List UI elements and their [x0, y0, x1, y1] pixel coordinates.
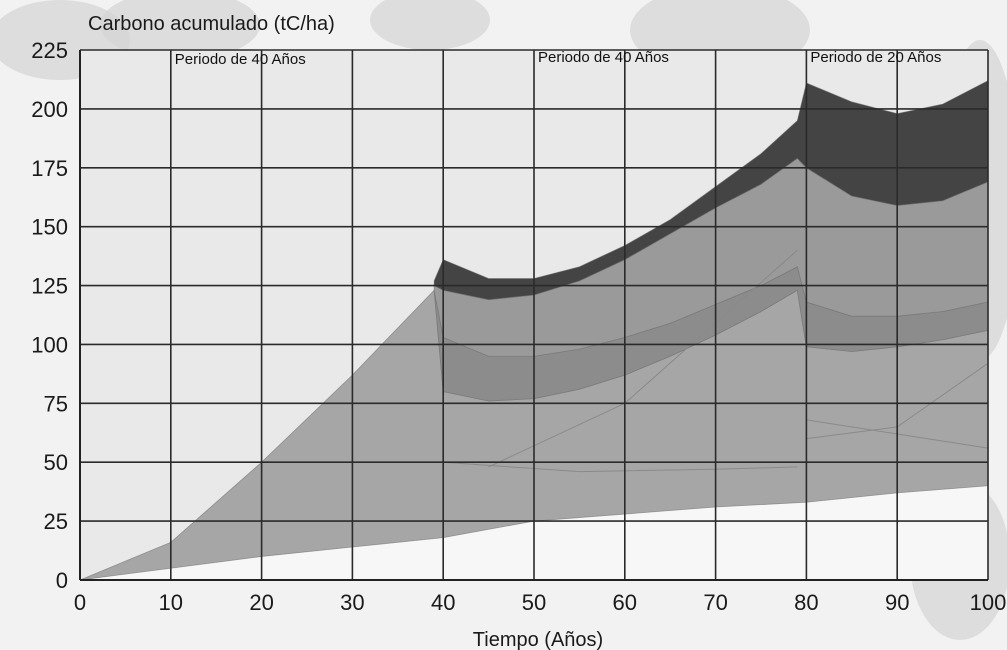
- x-axis-label: Tiempo (Años): [473, 629, 603, 650]
- x-tick-label-0: 0: [74, 590, 86, 615]
- foliage-blob-1: [100, 0, 260, 60]
- x-tick-label-30: 30: [340, 590, 364, 615]
- foliage-blob-2: [370, 0, 490, 50]
- tick-labels: 0 10 20 30 40 50 60 70 80 90 100 0 25 50 75 100 125 150 17…: [31, 38, 1006, 615]
- x-tick-label-90: 90: [885, 590, 909, 615]
- x-tick-label-50: 50: [522, 590, 546, 615]
- y-tick-label-100: 100: [31, 332, 68, 357]
- x-tick-label-100: 100: [970, 590, 1007, 615]
- y-tick-label-0: 0: [56, 568, 68, 593]
- y-tick-label-175: 175: [31, 156, 68, 181]
- x-tick-label-60: 60: [613, 590, 637, 615]
- y-tick-label-25: 25: [44, 509, 68, 534]
- x-tick-label-70: 70: [703, 590, 727, 615]
- y-tick-label-200: 200: [31, 97, 68, 122]
- x-tick-label-40: 40: [431, 590, 455, 615]
- period-label-2: Periodo de 20 Años: [810, 49, 941, 66]
- y-tick-label-50: 50: [44, 450, 68, 475]
- axes-group: [79, 50, 988, 581]
- x-tick-label-20: 20: [249, 590, 273, 615]
- period-label-1: Periodo de 40 Años: [538, 49, 669, 66]
- x-tick-label-10: 10: [159, 590, 183, 615]
- y-tick-label-225: 225: [31, 38, 68, 63]
- inner-curve-0: [443, 461, 798, 473]
- y-tick-label-125: 125: [31, 274, 68, 299]
- y-tick-label-150: 150: [31, 215, 68, 240]
- y-axis-label: Carbono acumulado (tC/ha): [88, 13, 335, 35]
- period-annotations: Periodo de 40 Años Periodo de 40 Años Peri…: [175, 49, 942, 68]
- x-tick-label-80: 80: [794, 590, 818, 615]
- y-tick-label-75: 75: [44, 391, 68, 416]
- period-label-0: Periodo de 40 Años: [175, 51, 306, 68]
